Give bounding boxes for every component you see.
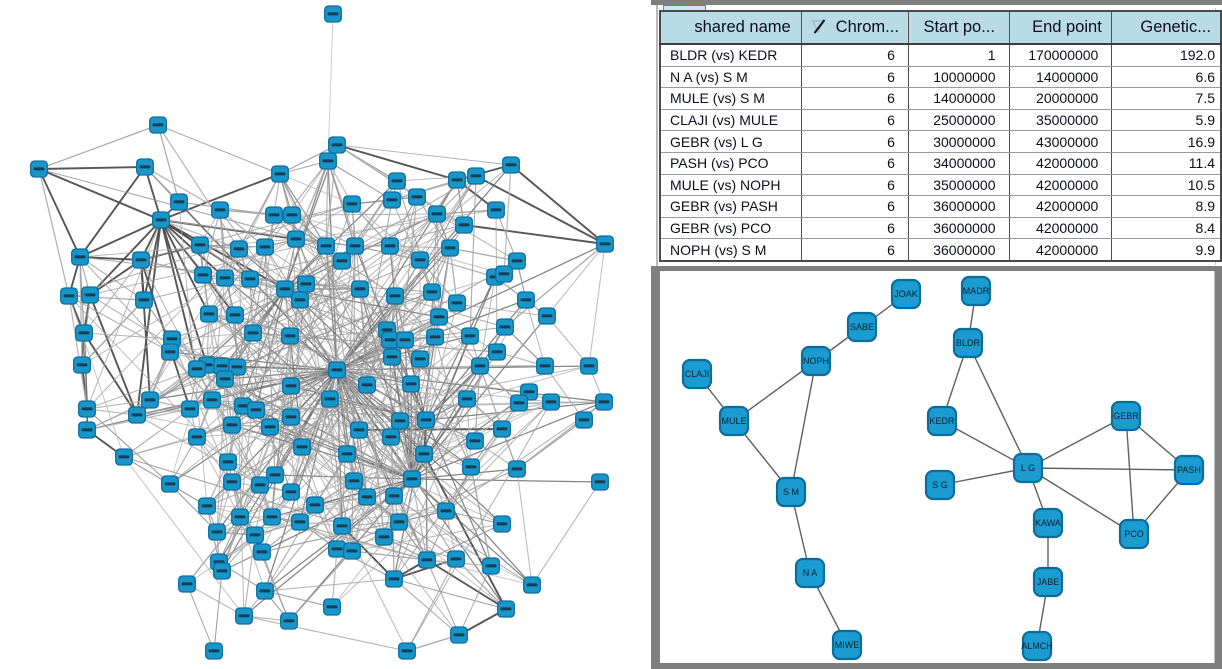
svg-text:GEBR: GEBR [1113, 411, 1139, 421]
svg-text:PASH: PASH [1177, 465, 1201, 475]
svg-text:MULE: MULE [721, 416, 746, 426]
svg-text:PCO: PCO [1124, 529, 1144, 539]
svg-text:SABE: SABE [850, 322, 874, 332]
svg-text:JABE: JABE [1037, 577, 1060, 587]
svg-text:MIWE: MIWE [835, 640, 860, 650]
svg-text:BLDR: BLDR [956, 338, 981, 348]
svg-text:MADR: MADR [963, 286, 990, 296]
svg-text:KAWA: KAWA [1035, 518, 1061, 528]
svg-text:NOPH: NOPH [803, 356, 829, 366]
svg-text:CLAJI: CLAJI [685, 369, 710, 379]
svg-text:L G: L G [1021, 463, 1035, 473]
svg-text:S M: S M [783, 487, 799, 497]
svg-text:JOAK: JOAK [894, 289, 918, 299]
svg-text:S G: S G [932, 480, 948, 490]
svg-text:ALMCH: ALMCH [1021, 641, 1053, 651]
svg-text:N A: N A [803, 568, 818, 578]
svg-text:KEDR: KEDR [929, 416, 955, 426]
